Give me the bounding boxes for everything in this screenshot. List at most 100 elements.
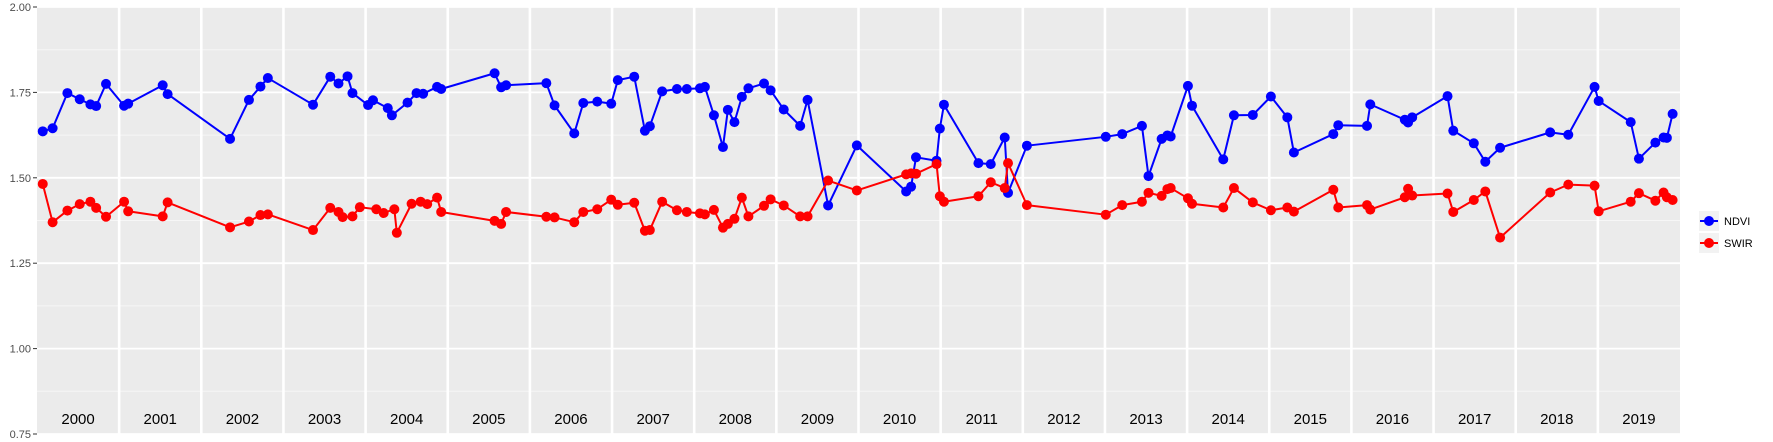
data-point [1442,188,1453,199]
data-point [851,140,862,151]
data-point [657,86,668,97]
data-point [1362,120,1373,131]
data-point [1247,109,1258,120]
data-point [1117,200,1128,211]
data-point [1333,120,1344,131]
year-label: 2017 [1458,411,1491,428]
year-label: 2019 [1622,411,1655,428]
data-point [717,142,728,153]
data-point [549,212,560,223]
data-point [1282,112,1293,123]
data-point [606,98,617,109]
data-point [418,88,429,99]
data-point [1143,171,1154,182]
data-point [938,99,949,110]
data-point [823,200,834,211]
data-point [699,209,710,220]
data-point [778,104,789,115]
data-point [367,95,378,106]
data-point [729,117,740,128]
data-point [541,211,552,222]
data-point [1661,132,1672,143]
data-point [612,75,623,86]
data-point [225,133,236,144]
data-point [1667,108,1678,119]
data-point [342,71,353,82]
data-point [157,80,168,91]
data-point [644,225,655,236]
data-point [1625,196,1636,207]
data-point [1667,195,1678,205]
data-point [1495,232,1506,243]
data-point [569,217,580,228]
data-point [1625,117,1636,128]
data-point [1407,112,1418,123]
data-point [681,83,692,94]
year-label: 2010 [883,411,916,428]
y-tick-label: 1.25 [10,258,31,270]
data-point [911,152,922,163]
data-point [1187,198,1198,209]
data-point [578,97,589,108]
data-point [934,123,945,134]
year-label: 2002 [226,411,259,428]
legend: NDVI SWIR [1699,211,1753,253]
data-point [243,94,254,105]
year-label: 2003 [308,411,341,428]
y-tick-label: 0.75 [10,429,31,441]
data-point [906,181,917,192]
data-point [592,96,603,107]
legend-item-swir: SWIR [1699,233,1753,253]
data-point [432,192,443,203]
year-label: 2007 [636,411,669,428]
data-point [765,85,776,96]
data-point [1589,180,1600,191]
data-point [1448,125,1459,136]
data-point [644,121,655,132]
data-point [1328,129,1339,140]
data-point [549,100,560,111]
data-point [333,78,344,89]
series-ndvi [37,68,1678,211]
data-point [1165,183,1176,194]
data-point [162,197,173,208]
data-point [74,94,85,105]
data-point [1442,91,1453,102]
data-point [1228,110,1239,121]
data-point [743,211,754,222]
data-point [931,159,942,170]
data-point [1650,195,1661,206]
data-point [1593,95,1604,106]
data-point [325,202,336,213]
data-point [1265,205,1276,216]
year-label: 2001 [144,411,177,428]
data-point [123,98,134,109]
data-point [765,194,776,205]
year-label: 2011 [966,411,998,428]
data-point [1563,129,1574,140]
data-point [325,71,336,82]
year-label: 2016 [1376,411,1409,428]
year-label: 2004 [390,411,423,428]
data-point [1117,129,1128,140]
data-point [489,68,500,79]
data-point [592,204,603,215]
data-point [541,78,552,89]
data-point [1021,140,1032,151]
data-point [37,178,48,189]
data-point [406,198,417,209]
data-point [37,126,48,137]
data-point [1100,131,1111,142]
data-point [1247,197,1258,208]
data-point [1021,200,1032,211]
data-point [759,200,770,211]
year-label: 2018 [1540,411,1573,428]
data-point [1165,131,1176,142]
data-point [1593,206,1604,217]
data-point [371,204,382,215]
y-tick-label: 1.75 [10,87,31,99]
data-point [938,196,949,207]
data-point [496,218,507,229]
data-point [157,211,168,222]
